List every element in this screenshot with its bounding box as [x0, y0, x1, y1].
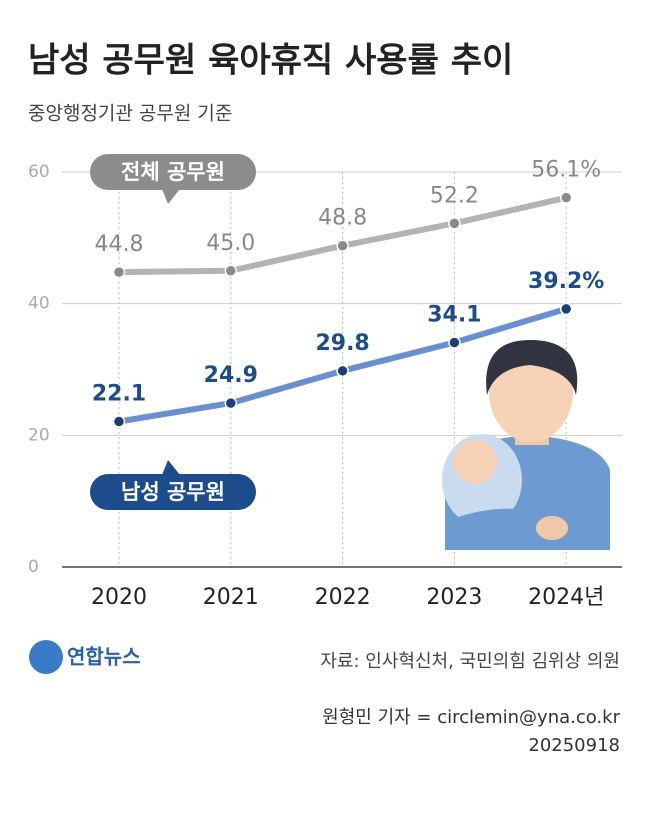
- value-label: 39.2%: [528, 269, 604, 294]
- y-tick-label: 20: [28, 425, 50, 445]
- value-label: 52.2: [430, 183, 479, 208]
- grid: 0 20 40 60 2020 2021 2022 2023 2024년: [28, 162, 622, 610]
- plot-area: 44.8 45.0 48.8 52.2 56.1% 전체 공무원 22.1 24.9 29.8 3…: [90, 154, 604, 510]
- point: [112, 415, 126, 428]
- point: [336, 239, 349, 252]
- y-tick-label: 0: [28, 557, 39, 577]
- point: [224, 396, 238, 410]
- point: [336, 364, 349, 378]
- value-label: 24.9: [204, 363, 258, 388]
- logo-text: 연합뉴스: [67, 645, 141, 669]
- legend-label: 남성 공무원: [121, 480, 225, 504]
- chart-subtitle: 중앙행정기관 공무원 기준: [28, 103, 232, 125]
- chart-title: 남성 공무원 육아휴직 사용률 추이: [28, 41, 513, 81]
- legend-bubble: [90, 154, 256, 190]
- date: 20250918: [528, 735, 620, 756]
- legend-bubble: [90, 474, 256, 510]
- y-tick-label: 40: [28, 294, 50, 314]
- y-tick-label: 60: [28, 162, 50, 182]
- value-label: 48.8: [318, 206, 367, 231]
- legend-tail: [162, 189, 180, 204]
- point: [112, 265, 126, 279]
- legend-label: 전체 공무원: [121, 160, 225, 184]
- value-label: 44.8: [95, 232, 144, 257]
- x-tick-label: 2022: [315, 585, 371, 610]
- x-tick-label: 2020: [91, 585, 147, 610]
- value-label: 45.0: [206, 231, 255, 256]
- point: [559, 302, 573, 316]
- value-label: 34.1: [427, 303, 481, 328]
- illustration: [442, 340, 610, 550]
- legend-tail: [162, 460, 180, 475]
- value-label: 22.1: [92, 382, 146, 407]
- point: [224, 264, 238, 277]
- point: [448, 336, 461, 349]
- logo: 연합뉴스: [29, 640, 141, 674]
- credit: 원형민 기자 = circlemin@yna.co.kr: [322, 707, 620, 728]
- point: [448, 217, 461, 230]
- x-tick-label: 2023: [426, 585, 482, 610]
- x-tick-label: 2021: [203, 585, 259, 610]
- value-label: 29.8: [315, 331, 369, 356]
- value-label: 56.1%: [531, 158, 601, 183]
- point: [559, 191, 573, 204]
- source: 자료: 인사혁신처, 국민의힘 김위상 의원: [320, 651, 620, 672]
- x-tick-label: 2024년: [528, 585, 604, 610]
